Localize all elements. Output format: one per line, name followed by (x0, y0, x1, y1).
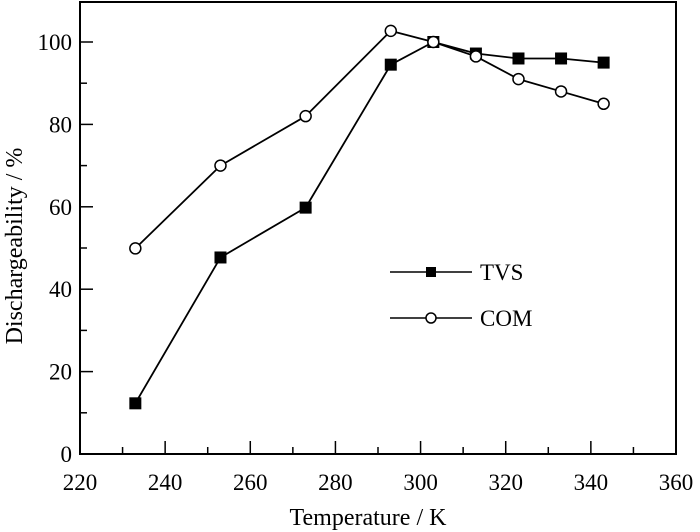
series-line-tvs (134, 41, 604, 404)
x-tick-label: 220 (63, 470, 98, 495)
x-tick-label: 280 (318, 470, 353, 495)
x-tick-label: 320 (488, 470, 523, 495)
legend-marker-tvs (426, 267, 436, 277)
x-tick-label: 240 (148, 470, 183, 495)
legend-circle-icon (425, 312, 437, 324)
x-tick-label: 300 (403, 470, 438, 495)
y-tick-label: 0 (61, 442, 73, 467)
data-point-com (214, 159, 227, 172)
data-point-com (384, 24, 398, 38)
legend-square-icon (426, 267, 436, 277)
legend-label-tvs: TVS (480, 260, 523, 285)
y-tick-label: 40 (49, 277, 72, 302)
plot-frame (79, 1, 677, 455)
y-tick-label: 20 (49, 360, 72, 385)
x-tick-label: 260 (233, 470, 268, 495)
y-tick-label: 60 (49, 195, 72, 220)
series-line-com (134, 29, 604, 250)
data-point-tvs (384, 58, 397, 71)
legend: TVS COM (390, 260, 532, 331)
series-com (129, 24, 610, 255)
legend-label-com: COM (480, 306, 532, 331)
data-point-tvs (129, 397, 142, 410)
data-point-tvs (299, 201, 312, 214)
data-point-tvs (597, 56, 610, 69)
data-point-com (299, 109, 312, 123)
data-point-com (512, 72, 525, 86)
legend-marker-com (425, 312, 437, 324)
data-point-com (129, 242, 142, 255)
x-axis-title: Temperature / K (290, 505, 448, 531)
x-tick-label: 340 (574, 470, 609, 495)
x-tick-label: 360 (659, 470, 694, 495)
y-tick-label: 80 (49, 112, 72, 137)
data-point-tvs (512, 52, 525, 65)
data-point-com (554, 85, 568, 98)
data-point-com (427, 35, 440, 49)
series-tvs (129, 36, 610, 410)
data-point-tvs (214, 251, 227, 264)
data-point-com (469, 50, 483, 63)
data-point-tvs (555, 52, 568, 65)
y-axis-title: Dischargeability / % (2, 148, 28, 345)
data-point-com (597, 97, 610, 111)
y-tick-label: 100 (38, 30, 73, 55)
